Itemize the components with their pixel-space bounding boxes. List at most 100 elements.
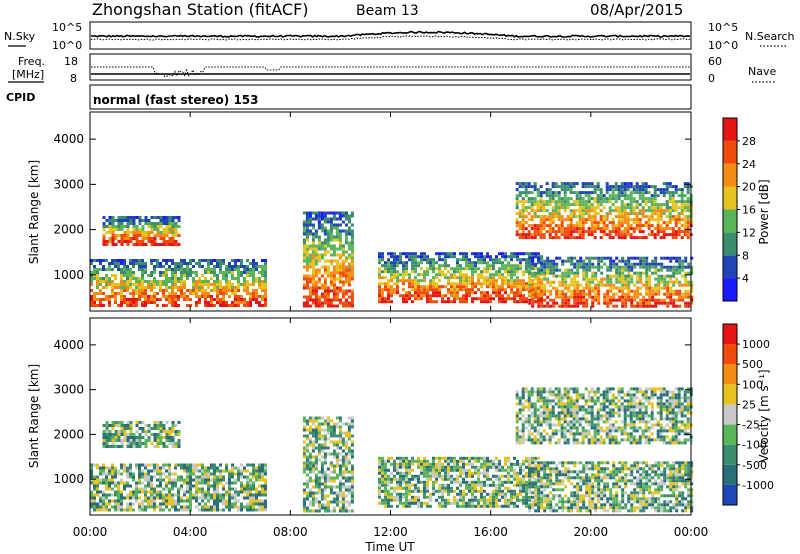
echo-cell [672,268,676,272]
echo-cell [638,194,642,198]
echo-cell [231,463,234,467]
echo-cell [311,494,315,498]
echo-cell [642,259,646,263]
echo-cell [639,259,643,263]
echo-cell [332,289,336,293]
echo-cell [222,277,225,280]
echo-cell [578,194,582,198]
echo-cell [378,480,381,484]
echo-cell [599,227,603,231]
echo-cell [405,474,408,478]
echo-cell [630,268,634,272]
echo-cell [344,211,348,215]
echo-cell [320,295,324,299]
echo-cell [311,247,315,251]
echo-cell [563,209,567,213]
echo-cell [114,484,117,488]
echo-cell [147,222,151,225]
echo-cell [417,279,420,283]
echo-cell [644,197,648,201]
echo-cell [96,484,99,488]
echo-cell [498,288,501,292]
echo-cell [678,280,682,284]
echo-cell [186,475,189,479]
echo-cell [636,280,640,284]
echo-cell [606,280,610,284]
echo-cell [521,197,525,201]
echo-cell [222,484,225,488]
echo-cell [138,283,141,286]
echo-cell [542,209,546,213]
echo-cell [317,220,321,224]
echo-cell [132,234,136,237]
echo-cell [141,295,144,298]
echo-cell [462,255,465,259]
echo-cell [261,298,264,301]
echo-cell [462,282,465,286]
echo-cell [504,255,507,259]
echo-cell [617,218,621,222]
echo-cell [344,464,348,468]
echo-cell [405,294,408,298]
echo-cell [195,466,198,470]
echo-cell [162,496,165,500]
echo-cell [668,233,672,237]
echo-cell [507,282,510,286]
echo-cell [626,188,630,192]
echo-cell [521,200,525,204]
echo-cell [93,304,96,307]
echo-cell [255,292,258,295]
echo-cell [174,234,178,237]
echo-cell [338,479,342,483]
echo-cell [438,279,441,283]
echo-cell [573,301,577,305]
echo-cell [633,292,637,296]
echo-cell [323,295,327,299]
echo-cell [126,240,130,243]
echo-cell [198,286,201,289]
echo-cell [329,425,333,429]
echo-cell [249,487,252,491]
echo-cell [650,233,654,237]
echo-cell [335,253,339,257]
echo-cell [474,282,477,286]
echo-cell [314,295,318,299]
echo-cell [525,264,528,268]
echo-cell [650,194,654,198]
echo-cell [141,280,144,283]
echo-cell [537,304,541,308]
echo-cell [396,492,399,496]
echo-cell [326,437,330,441]
echo-cell [417,297,420,301]
echo-cell [329,431,333,435]
echo-cell [168,466,171,470]
echo-cell [459,279,462,283]
echo-cell [420,261,423,265]
echo-cell [456,276,459,280]
echo-cell [201,274,204,277]
echo-cell [393,462,396,466]
echo-cell [308,488,312,492]
echo-cell [686,227,690,231]
echo-cell [105,283,108,286]
echo-cell [530,215,534,219]
echo-cell [678,271,682,275]
echo-cell [444,459,447,463]
echo-cell [572,182,576,186]
echo-cell [609,259,613,263]
echo-cell [381,456,384,460]
echo-cell [545,182,549,186]
echo-cell [210,262,213,265]
echo-cell [320,506,324,510]
echo-cell [588,280,592,284]
echo-cell [153,259,156,262]
echo-cell [120,216,124,219]
echo-cell [213,484,216,488]
echo-cell [168,472,171,476]
echo-cell [189,493,192,497]
echo-cell [180,280,183,283]
echo-cell [117,234,121,237]
echo-cell [653,227,657,231]
echo-cell [551,209,555,213]
